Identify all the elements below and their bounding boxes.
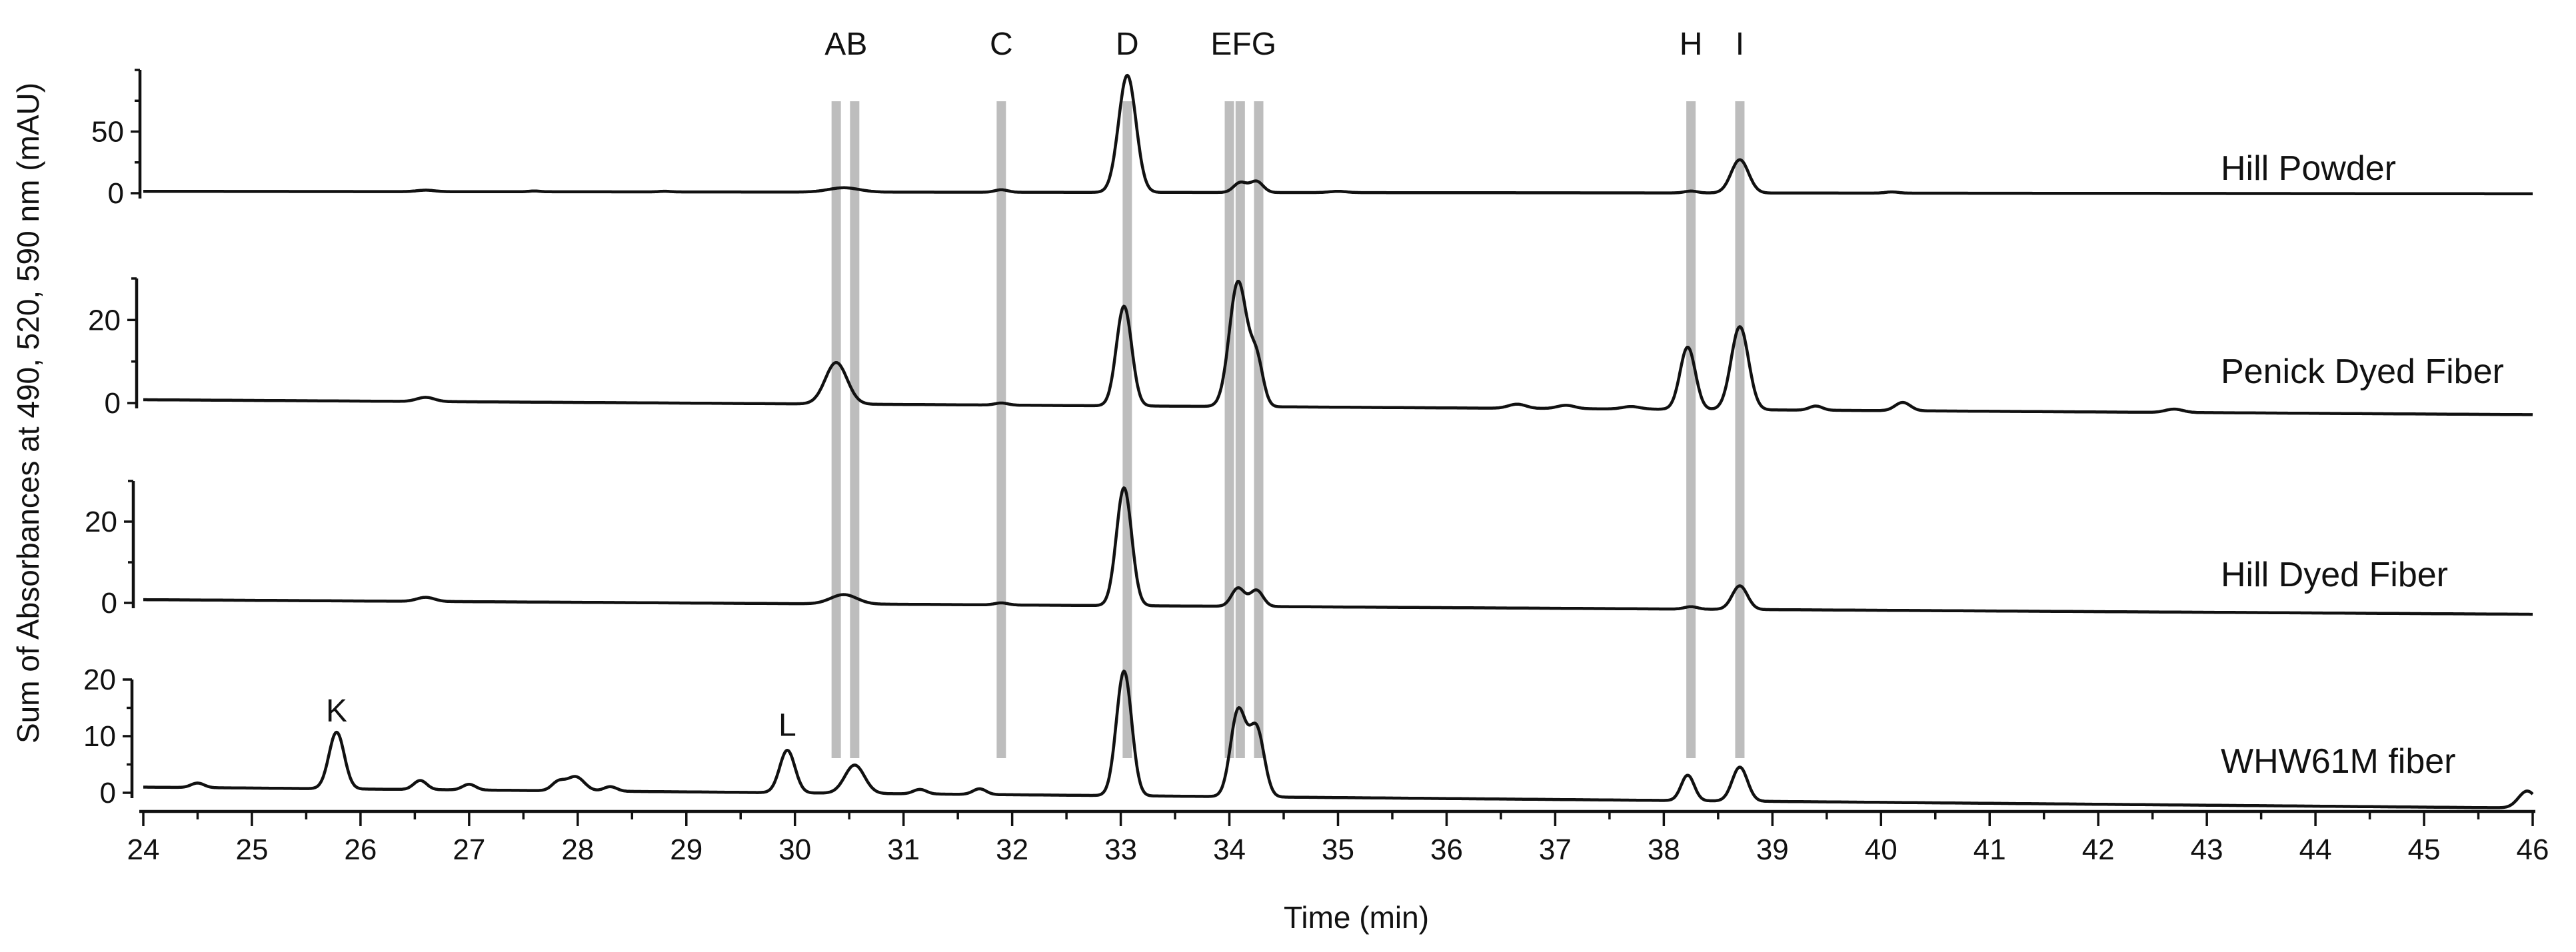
y-tick-label-2-0: 0: [105, 387, 121, 420]
x-tick-label-26: 26: [344, 833, 377, 866]
trace-layer: [143, 73, 2534, 809]
peak-label-d: D: [1116, 27, 1139, 62]
x-tick-label-46: 46: [2517, 833, 2549, 866]
x-tick-label-36: 36: [1430, 833, 1463, 866]
x-tick-label-25: 25: [235, 833, 268, 866]
series-label-penick-dyed-fiber: Penick Dyed Fiber: [2221, 352, 2504, 391]
y-axis-title: Sum of Absorbances at 490, 520, 590 nm (…: [11, 83, 45, 743]
annotation-k: K: [326, 694, 347, 729]
x-tick-label-39: 39: [1756, 833, 1789, 866]
series-label-whw61m-fiber: WHW61M fiber: [2221, 742, 2455, 781]
peak-marker-e: [1224, 101, 1234, 758]
x-tick-label-41: 41: [1973, 833, 2006, 866]
x-tick-label-44: 44: [2299, 833, 2332, 866]
x-tick-label-37: 37: [1539, 833, 1572, 866]
peak-label-ab: AB: [824, 27, 867, 62]
peak-marker-a: [831, 101, 841, 758]
x-tick-label-42: 42: [2082, 833, 2115, 866]
peak-marker-h: [1686, 101, 1696, 758]
peak-marker-f: [1235, 101, 1245, 758]
trace-whw61m-fiber: [143, 670, 2534, 809]
x-tick-label-38: 38: [1648, 833, 1680, 866]
x-tick-label-27: 27: [453, 833, 485, 866]
x-tick-label-31: 31: [887, 833, 920, 866]
trace-hill-powder: [143, 73, 2533, 196]
peak-label-c: C: [990, 27, 1013, 62]
x-tick-label-33: 33: [1104, 833, 1137, 866]
peak-marker-g: [1254, 101, 1264, 758]
peak-marker-i: [1735, 101, 1745, 758]
y-tick-label-2-20: 20: [88, 304, 121, 336]
axis-layer: 0 50 0 20 0 20 0 10 20 24 25 26 27 28 29 30 31 32 33 34 35 36…: [83, 69, 2549, 866]
x-tick-label-40: 40: [1865, 833, 1898, 866]
x-tick-label-35: 35: [1322, 833, 1354, 866]
y-tick-label-4-0: 0: [100, 777, 116, 809]
x-tick-label-43: 43: [2191, 833, 2223, 866]
x-tick-label-28: 28: [561, 833, 594, 866]
peak-label-i: I: [1736, 27, 1744, 62]
trace-penick-dyed-fiber: [143, 279, 2533, 416]
peak-marker-c: [996, 101, 1006, 758]
x-tick-label-30: 30: [778, 833, 811, 866]
y-tick-label-4-10: 10: [83, 720, 116, 753]
peak-label-h: H: [1680, 27, 1703, 62]
peak-marker-layer: [831, 101, 1745, 758]
series-label-hill-powder: Hill Powder: [2221, 149, 2396, 188]
peak-marker-b: [850, 101, 860, 758]
trace-hill-dyed-fiber: [143, 486, 2533, 616]
annotation-l: L: [778, 708, 796, 743]
y-tick-label-4-20: 20: [83, 664, 116, 696]
y-tick-label-1-50: 50: [91, 116, 124, 149]
series-label-hill-dyed-fiber: Hill Dyed Fiber: [2221, 556, 2448, 594]
x-axis-title: Time (min): [1284, 900, 1429, 935]
y-tick-label-3-0: 0: [101, 587, 117, 620]
x-tick-label-45: 45: [2408, 833, 2441, 866]
x-tick-label-29: 29: [670, 833, 702, 866]
y-tick-label-1-0: 0: [108, 177, 124, 210]
x-tick-label-32: 32: [996, 833, 1028, 866]
x-tick-label-24: 24: [127, 833, 160, 866]
peak-marker-d: [1122, 101, 1132, 758]
y-tick-label-3-20: 20: [85, 506, 117, 538]
peak-label-efg: EFG: [1210, 27, 1276, 62]
label-layer: AB C D EFG H I Hill Powder Penick Dyed Fiber Hil…: [326, 27, 2504, 781]
x-tick-label-34: 34: [1213, 833, 1246, 866]
